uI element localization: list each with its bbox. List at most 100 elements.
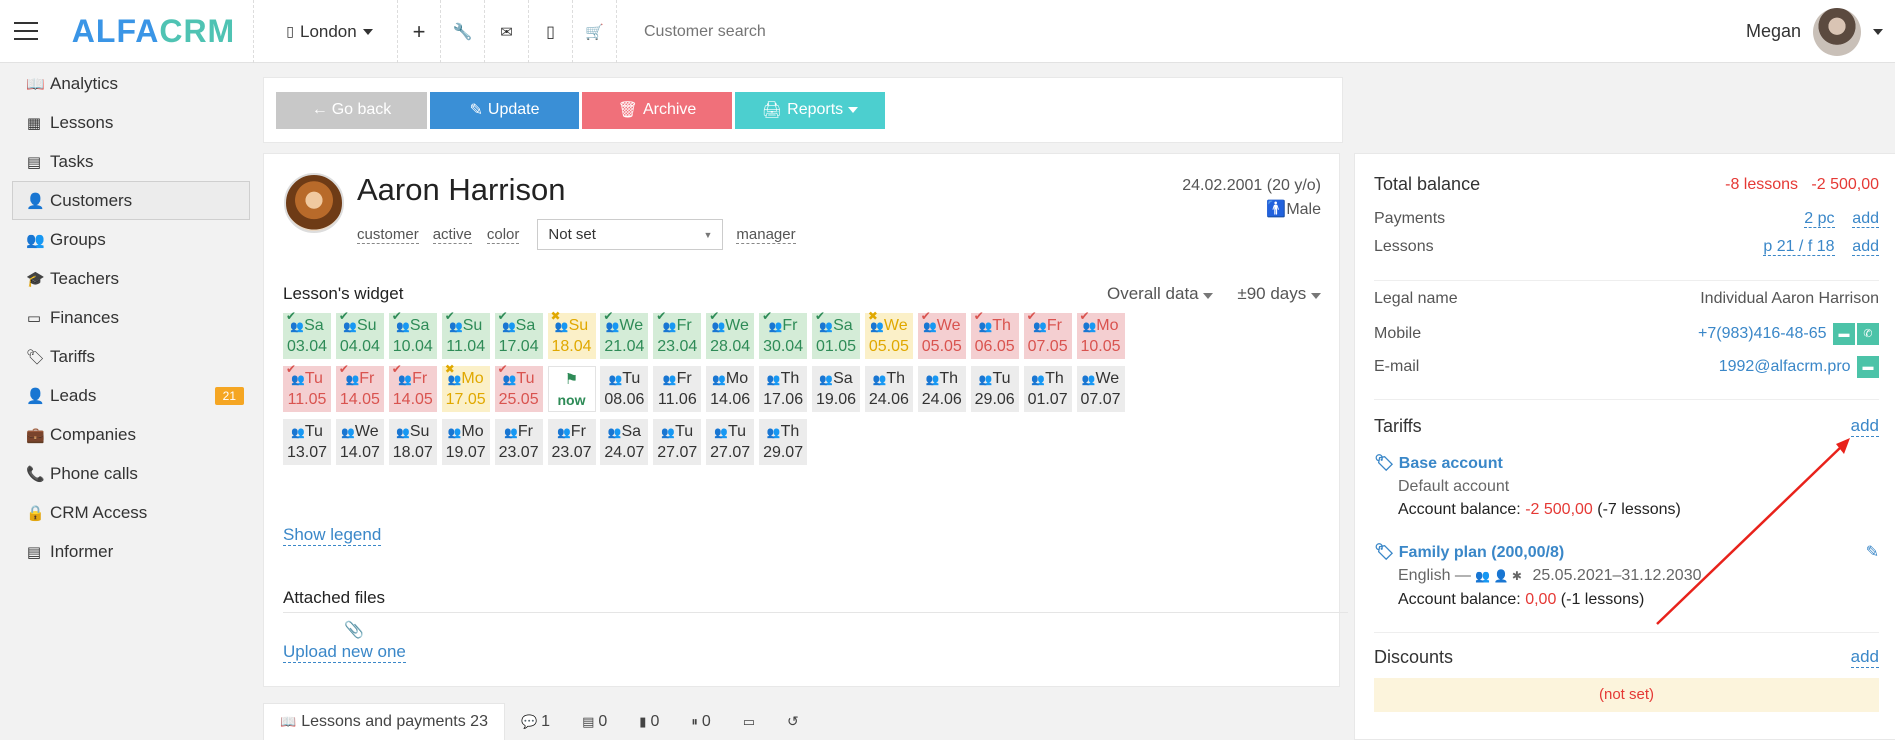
upload-file-link[interactable]: Upload new one	[283, 642, 406, 663]
tab-comments[interactable]: 💬 1	[505, 703, 566, 740]
sidebar-item-lessons[interactable]: ▦ Lessons	[0, 103, 262, 142]
lesson-tile[interactable]: ✔ 👥Fr 23.04	[653, 310, 702, 359]
sidebar-item-leads[interactable]: 👤 Leads 21	[0, 376, 262, 415]
logo[interactable]: ALFACRM	[54, 0, 254, 63]
tab-lessons-payments[interactable]: 📖 Lessons and payments 23	[263, 703, 505, 740]
email-value[interactable]: 1992@alfacrm.pro	[1718, 358, 1851, 376]
tab-finance[interactable]: ▭	[727, 703, 771, 740]
lesson-tile[interactable]: ✔ 👥Su 11.04	[441, 310, 490, 359]
range-dropdown[interactable]: ±90 days	[1237, 284, 1321, 304]
branch-selector[interactable]: ▯ London	[262, 0, 398, 63]
reports-button[interactable]: 🖨 Reports	[735, 91, 885, 129]
lesson-tile[interactable]: ✖ 👥We 05.05	[864, 310, 913, 359]
sidebar-item-customers[interactable]: 👤 Customers	[12, 181, 250, 220]
update-button[interactable]: ✎ Update	[430, 91, 579, 129]
tariff-name-base[interactable]: Base account	[1398, 455, 1503, 472]
wrench-icon[interactable]: 🔧	[441, 0, 485, 63]
lesson-tile[interactable]: 👥Fr 23.07	[494, 419, 543, 465]
lesson-tile[interactable]: ✔ 👥Mo 10.05	[1076, 310, 1125, 359]
sidebar-item-tariffs[interactable]: 🏷 Tariffs	[0, 337, 262, 376]
status-tag[interactable]: active	[432, 225, 472, 244]
lesson-tile[interactable]: ✔ 👥Sa 03.04	[283, 310, 331, 359]
lesson-tile[interactable]: 👥Tu 27.07	[706, 419, 755, 465]
lesson-tile-now[interactable]: ⚑ now	[547, 366, 596, 412]
lesson-tile[interactable]: 👥Th 29.07	[759, 419, 808, 465]
lesson-tile[interactable]: 👥Sa 24.07	[600, 419, 649, 465]
customer-type-tag[interactable]: customer	[357, 225, 419, 244]
lesson-tile[interactable]: 👥Mo 19.07	[441, 419, 490, 465]
add-discount-link[interactable]: add	[1850, 647, 1879, 668]
tab-tasks[interactable]: ▤ 0	[566, 703, 623, 740]
lesson-tile[interactable]: 👥Tu 29.06	[970, 366, 1019, 412]
sidebar-item-tasks[interactable]: ▤ Tasks	[0, 142, 262, 181]
user-menu[interactable]: Megan	[1746, 0, 1895, 63]
lesson-tile[interactable]: 👥Th 01.07	[1023, 366, 1072, 412]
lesson-tile[interactable]: 👥Tu 08.06	[600, 366, 649, 412]
add-lesson-link[interactable]: add	[1852, 238, 1879, 256]
tab-stats[interactable]: ▮ 0	[623, 703, 675, 740]
envelope-icon[interactable]: ✉	[485, 0, 529, 63]
sidebar-item-informer[interactable]: ▤ Informer	[0, 532, 262, 571]
go-back-button[interactable]: ← Go back	[276, 91, 427, 129]
tariff-name-family[interactable]: Family plan (200,00/8)	[1398, 544, 1565, 561]
sidebar-item-groups[interactable]: 👥 Groups	[0, 220, 262, 259]
tab-history[interactable]: ↺	[771, 703, 815, 740]
lesson-tile[interactable]: ✔ 👥We 21.04	[600, 310, 649, 359]
plus-icon[interactable]: +	[398, 0, 441, 63]
sms-icon[interactable]: ▬	[1833, 323, 1855, 345]
sidebar-item-phone-calls[interactable]: 📞 Phone calls	[0, 454, 262, 493]
manager-tag[interactable]: manager	[736, 225, 796, 244]
lesson-tile[interactable]: 👥Tu 27.07	[653, 419, 702, 465]
cart-icon[interactable]: 🛒	[573, 0, 617, 63]
lesson-tile[interactable]: 👥We 07.07	[1076, 366, 1125, 412]
lesson-tile[interactable]: ✔ 👥Tu 11.05	[283, 363, 331, 412]
tab-pauses[interactable]: ⏸ 0	[675, 703, 726, 740]
lesson-date: 11.06	[657, 391, 697, 408]
lesson-tile[interactable]: ✔ 👥We 05.05	[917, 310, 966, 359]
lesson-tile[interactable]: ✔ 👥Fr 14.05	[335, 363, 384, 412]
add-tariff-link[interactable]: add	[1850, 416, 1879, 437]
lesson-tile[interactable]: ✔ 👥Fr 30.04	[759, 310, 808, 359]
sidebar-item-analytics[interactable]: 📖 Analytics	[0, 64, 262, 103]
lesson-tile[interactable]: 👥Su 18.07	[388, 419, 437, 465]
color-select[interactable]: Not set ▼	[537, 219, 724, 250]
menu-icon[interactable]	[14, 22, 38, 40]
lesson-tile[interactable]: ✔ 👥Sa 17.04	[494, 310, 543, 359]
sidebar-item-companies[interactable]: 💼 Companies	[0, 415, 262, 454]
customer-search-input[interactable]	[618, 0, 1118, 63]
lesson-tile[interactable]: ✔ 👥We 28.04	[706, 310, 755, 359]
lesson-tile[interactable]: 👥Th 24.06	[917, 366, 966, 412]
archive-button[interactable]: 🗑 Archive	[582, 91, 732, 129]
lesson-tile[interactable]: 👥Th 24.06	[864, 366, 913, 412]
sidebar-item-crm-access[interactable]: 🔒 CRM Access	[0, 493, 262, 532]
sidebar-item-finances[interactable]: ▭ Finances	[0, 298, 262, 337]
lesson-tile[interactable]: ✔ 👥Fr 14.05	[388, 363, 437, 412]
lesson-tile[interactable]: ✔ 👥Sa 10.04	[388, 310, 437, 359]
lesson-tile[interactable]: ✔ 👥Sa 01.05	[812, 310, 860, 359]
sidebar-item-teachers[interactable]: 🎓 Teachers	[0, 259, 262, 298]
lesson-tile[interactable]: ✔ 👥Th 06.05	[970, 310, 1019, 359]
overall-data-dropdown[interactable]: Overall data	[1107, 284, 1214, 304]
lesson-tile[interactable]: 👥Fr 11.06	[653, 366, 702, 412]
lesson-tile[interactable]: 👥Th 17.06	[759, 366, 808, 412]
payments-count-link[interactable]: 2 pc	[1804, 210, 1835, 228]
color-tag[interactable]: color	[486, 225, 520, 244]
lesson-tile[interactable]: 👥Tu 13.07	[283, 419, 331, 465]
lesson-tile[interactable]: ✖ 👥Mo 17.05	[441, 363, 490, 412]
mobile-value[interactable]: +7(983)416-48-65	[1698, 325, 1827, 343]
phone-icon[interactable]: ✆	[1857, 323, 1879, 345]
lesson-tile[interactable]: 👥We 14.07	[335, 419, 384, 465]
mobile-icon[interactable]: ▯	[529, 0, 573, 63]
lesson-tile[interactable]: ✖ 👥Su 18.04	[547, 310, 596, 359]
lesson-tile[interactable]: ✔ 👥Fr 07.05	[1023, 310, 1072, 359]
pencil-icon[interactable]: ✎	[1865, 544, 1879, 561]
lesson-tile[interactable]: ✔ 👥Tu 25.05	[494, 363, 543, 412]
lessons-count-link[interactable]: p 21 / f 18	[1763, 238, 1835, 256]
show-legend-link[interactable]: Show legend	[283, 525, 382, 546]
lesson-tile[interactable]: 👥Fr 23.07	[547, 419, 596, 465]
envelope-icon[interactable]: ▬	[1857, 356, 1879, 378]
lesson-tile[interactable]: 👥Mo 14.06	[706, 366, 755, 412]
lesson-tile[interactable]: 👥Sa 19.06	[812, 366, 860, 412]
lesson-tile[interactable]: ✔ 👥Su 04.04	[335, 310, 384, 359]
add-payment-link[interactable]: add	[1852, 210, 1879, 228]
